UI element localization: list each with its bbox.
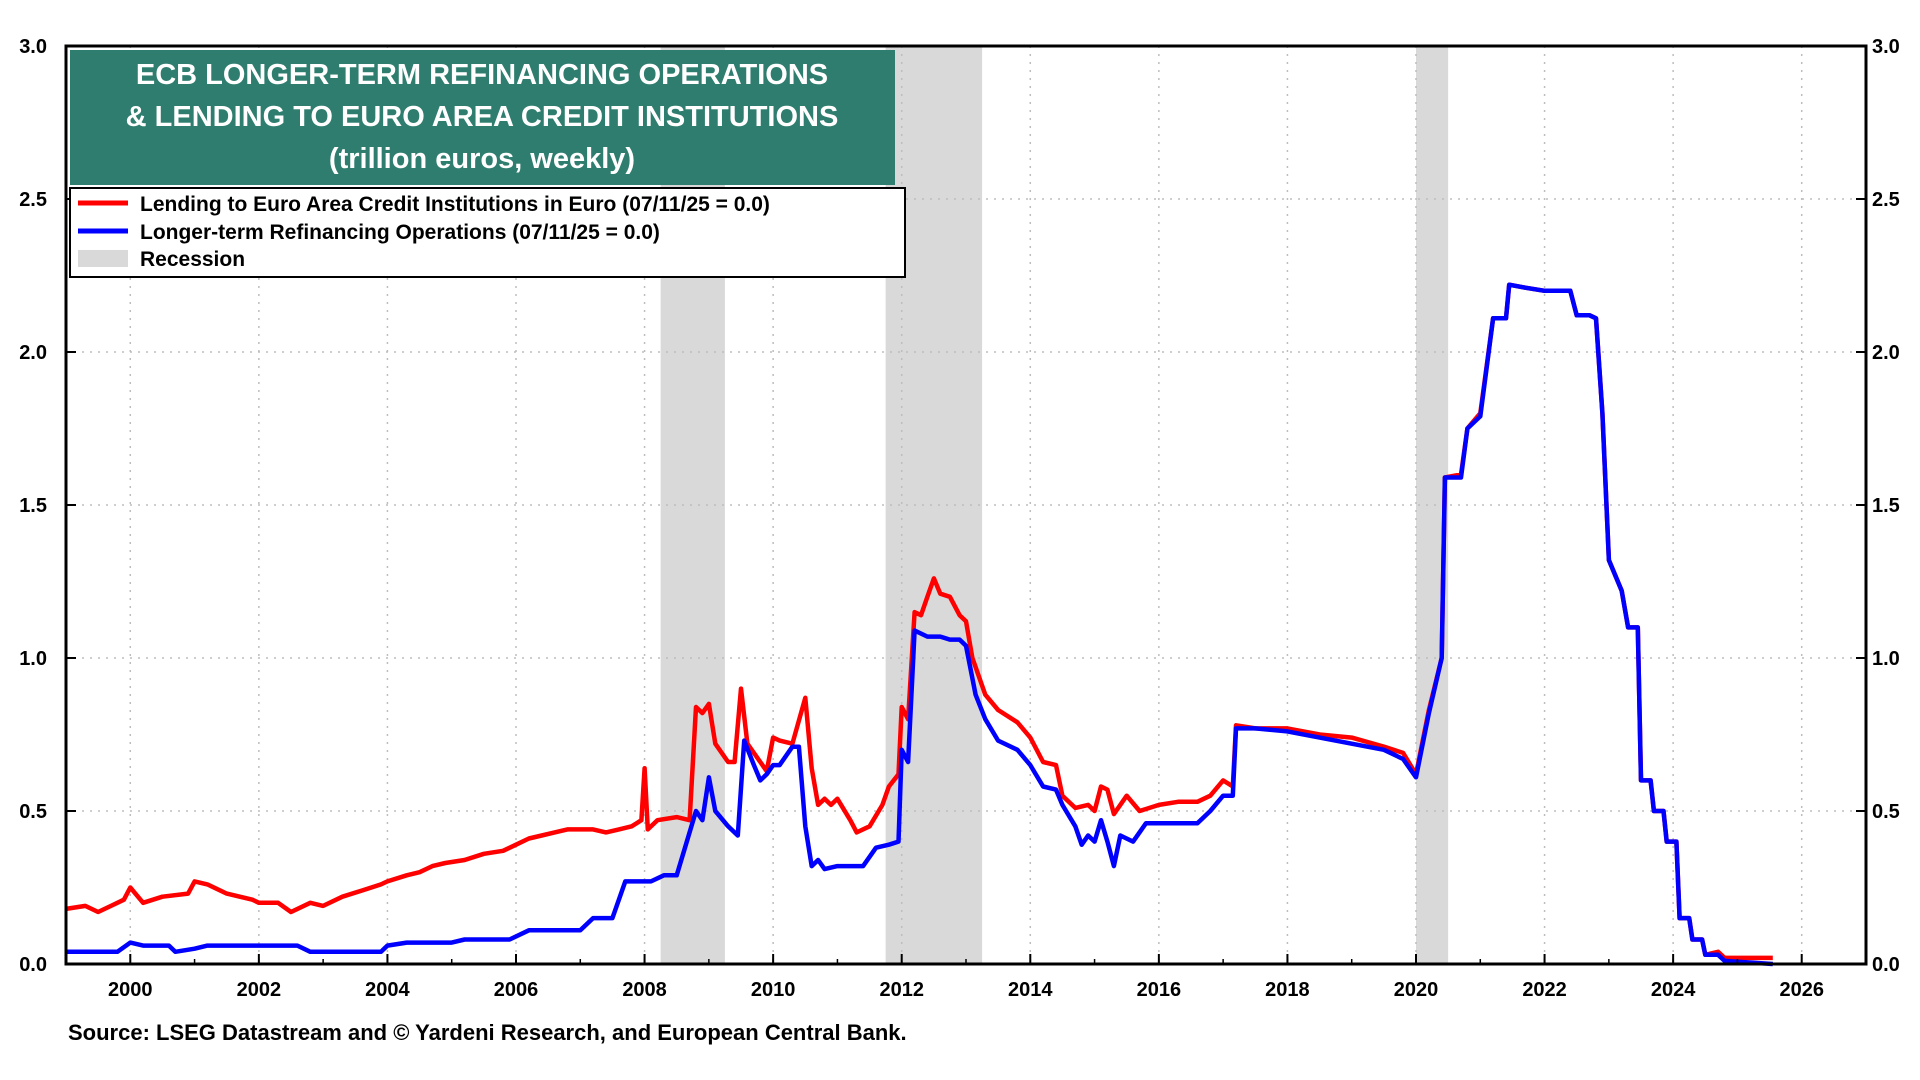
- y-tick-label-right-2.0: 2.0: [1872, 342, 1900, 364]
- x-tick-label-2016: 2016: [1137, 979, 1182, 1001]
- x-tick-label-2022: 2022: [1522, 979, 1567, 1001]
- chart-title-line2: & LENDING TO EURO AREA CREDIT INSTITUTIO…: [126, 101, 839, 133]
- legend-label-recession: Recession: [140, 248, 245, 271]
- y-tick-label-left-1.0: 1.0: [19, 648, 47, 670]
- x-tick-label-2012: 2012: [879, 979, 924, 1001]
- x-tick-label-2010: 2010: [751, 979, 796, 1001]
- axis-ticks: 2000 2002 2004 2006 2008 2010 2012 2014 2016 2018…: [19, 36, 1900, 1001]
- x-tick-label-2006: 2006: [494, 979, 539, 1001]
- chart-subtitle: (trillion euros, weekly): [329, 143, 635, 175]
- y-tick-label-right-0.5: 0.5: [1872, 801, 1900, 823]
- y-tick-label-left-2.0: 2.0: [19, 342, 47, 364]
- y-tick-label-left-1.5: 1.5: [19, 495, 47, 517]
- x-tick-label-2000: 2000: [108, 979, 153, 1001]
- x-tick-label-2018: 2018: [1265, 979, 1310, 1001]
- x-tick-label-2026: 2026: [1779, 979, 1824, 1001]
- title-box: ECB LONGER-TERM REFINANCING OPERATIONS &…: [70, 50, 895, 185]
- y-tick-label-right-0.0: 0.0: [1872, 954, 1900, 976]
- y-tick-label-left-0.0: 0.0: [19, 954, 47, 976]
- chart-title: ECB LONGER-TERM REFINANCING OPERATIONS: [136, 59, 828, 91]
- legend: Lending to Euro Area Credit Institutions…: [69, 187, 906, 278]
- series-line-ltro: [66, 282, 1773, 967]
- legend-label-lending: Lending to Euro Area Credit Institutions…: [140, 193, 770, 216]
- title-background: [70, 50, 895, 185]
- y-tick-label-right-1.5: 1.5: [1872, 495, 1900, 517]
- x-tick-label-2014: 2014: [1008, 979, 1053, 1001]
- y-tick-label-right-1.0: 1.0: [1872, 648, 1900, 670]
- x-tick-label-2002: 2002: [237, 979, 282, 1001]
- x-tick-label-2020: 2020: [1394, 979, 1439, 1001]
- y-tick-label-left-2.5: 2.5: [19, 189, 47, 211]
- x-tick-label-2024: 2024: [1651, 979, 1696, 1001]
- y-tick-label-right-2.5: 2.5: [1872, 189, 1900, 211]
- x-tick-label-2004: 2004: [365, 979, 410, 1001]
- legend-box: [69, 187, 906, 278]
- x-tick-label-2008: 2008: [622, 979, 667, 1001]
- source-note: Source: LSEG Datastream and © Yardeni Re…: [68, 1020, 907, 1045]
- series-lines: [65, 282, 1773, 967]
- legend-label-ltro: Longer-term Refinancing Operations (07/1…: [140, 221, 660, 244]
- y-tick-label-left-0.5: 0.5: [19, 801, 47, 823]
- y-tick-label-right-3.0: 3.0: [1872, 36, 1900, 58]
- legend-swatch-recession: [78, 250, 128, 267]
- y-tick-label-left-3.0: 3.0: [19, 36, 47, 58]
